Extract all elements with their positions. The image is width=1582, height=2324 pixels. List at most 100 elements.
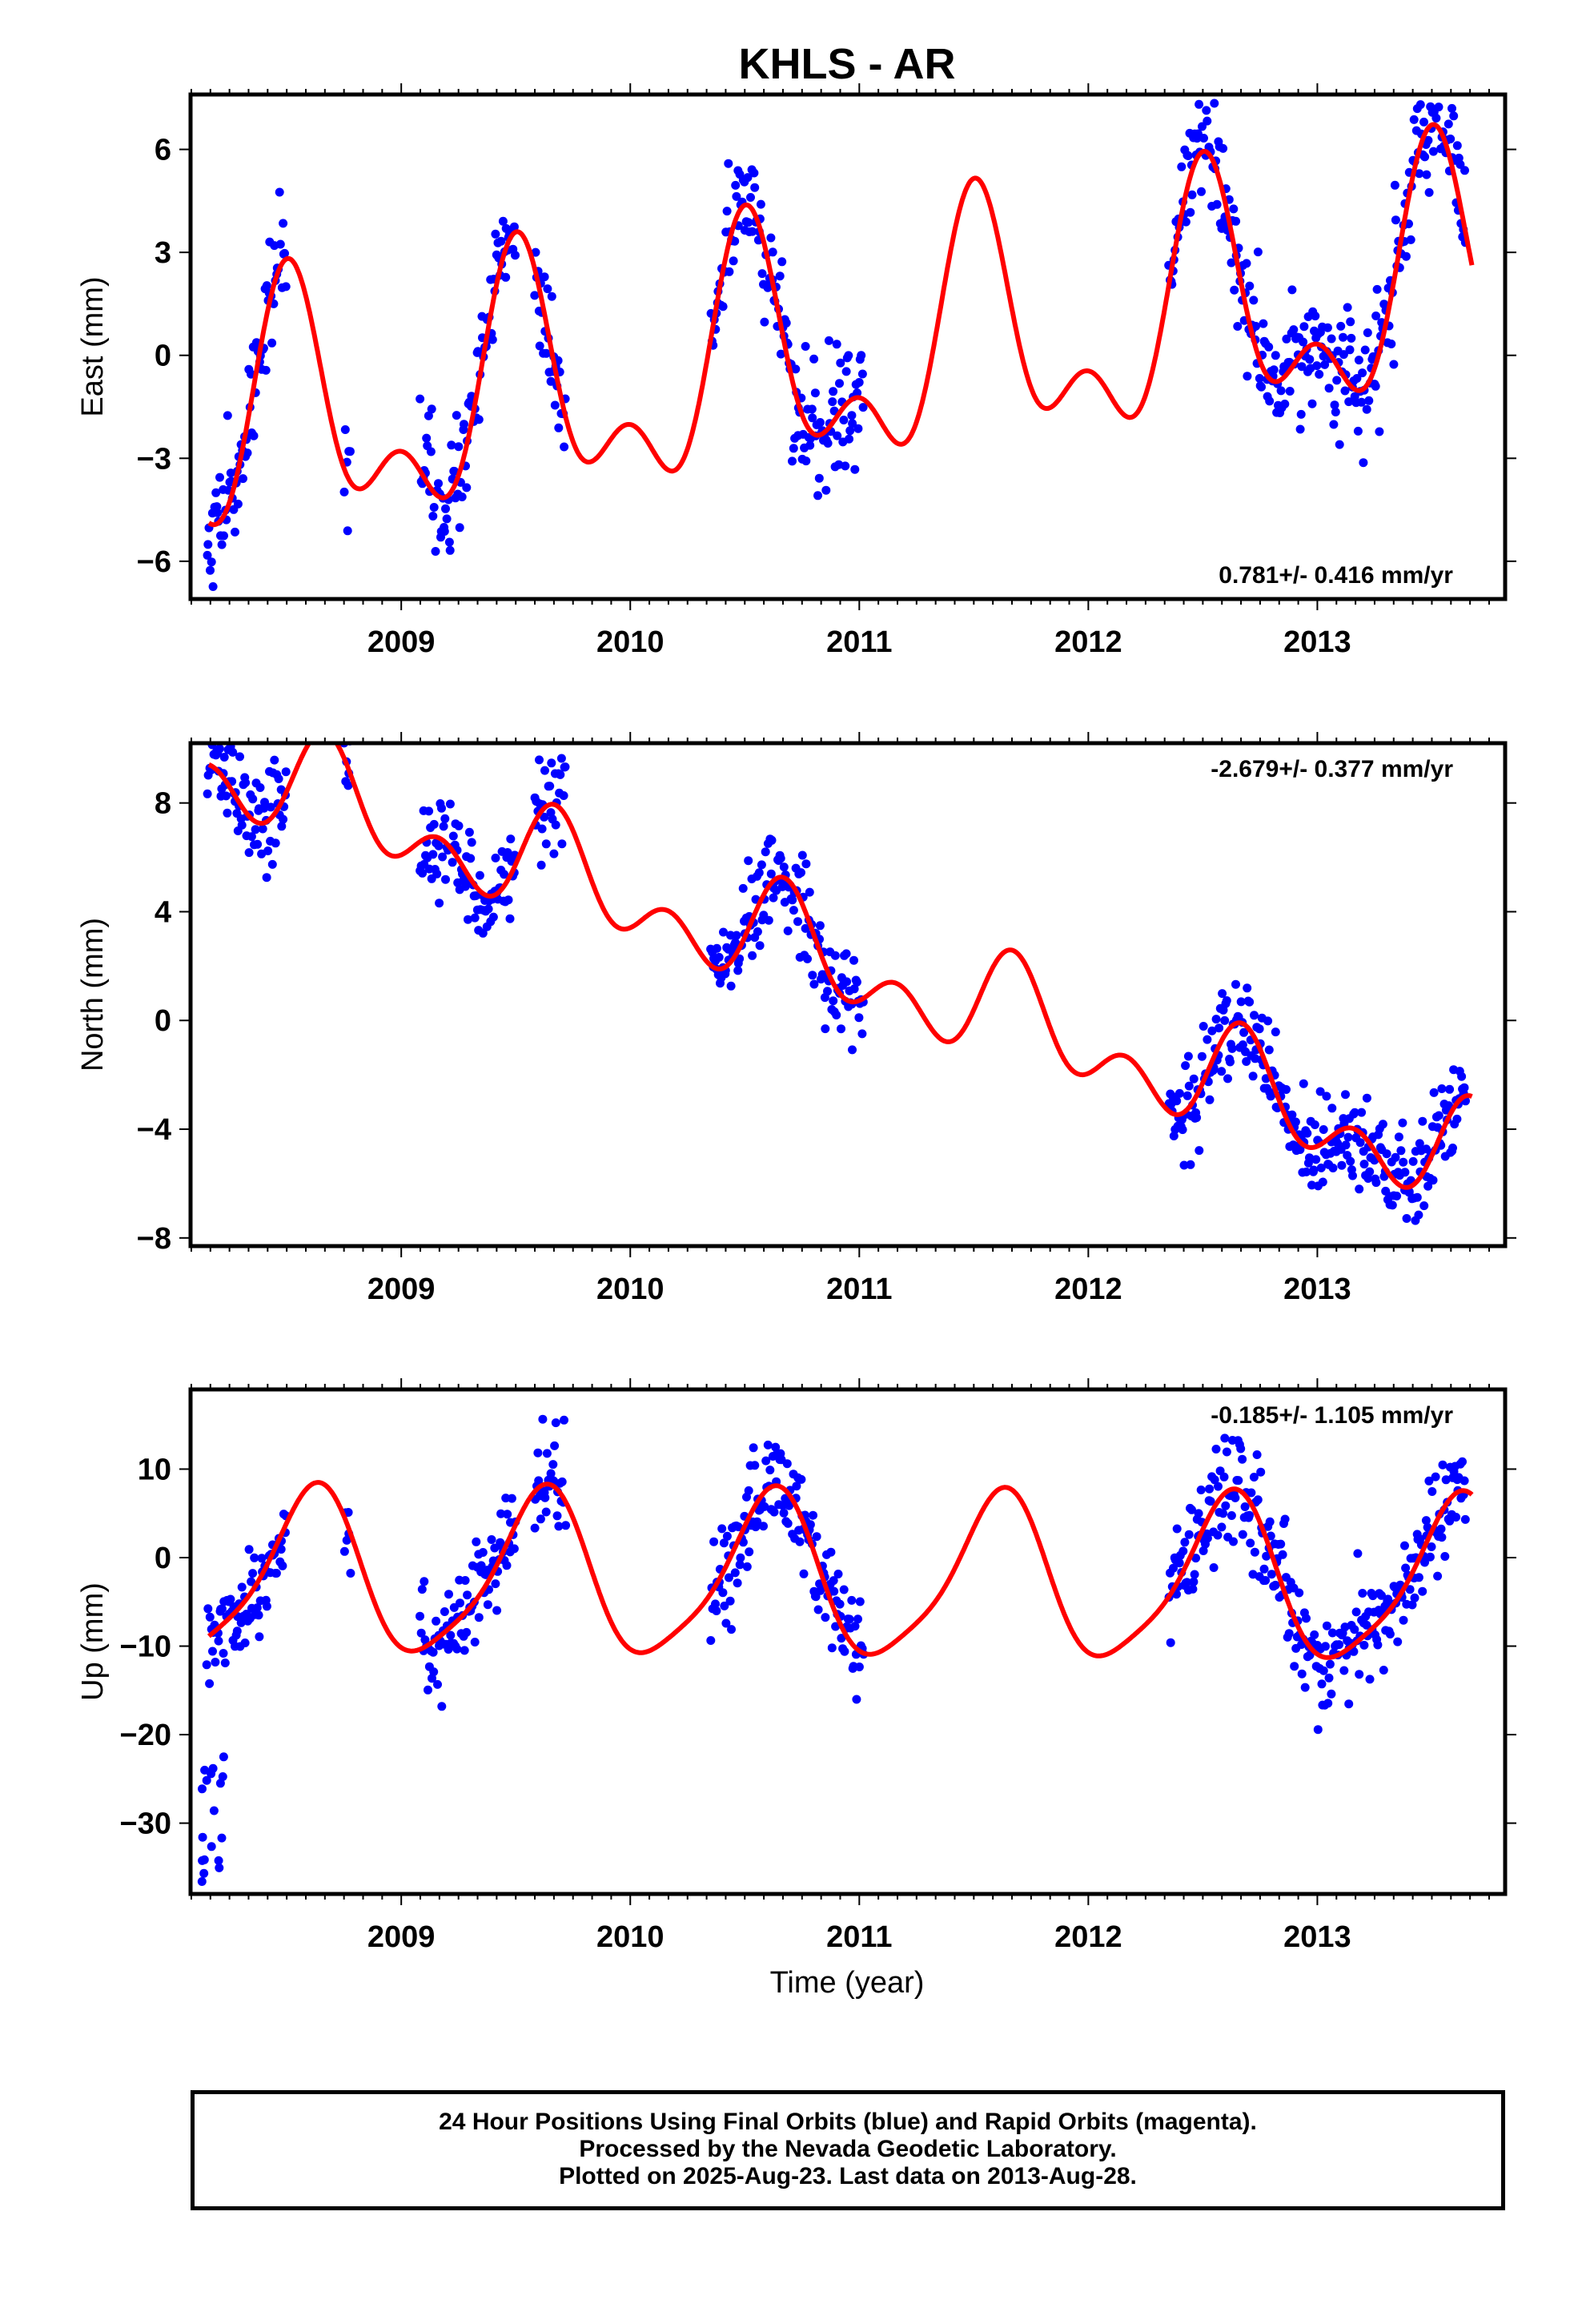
data-point [1343,303,1352,312]
x-tick-label: 2009 [367,1273,436,1306]
data-point [1319,1666,1328,1675]
data-point [503,848,512,857]
data-point [1440,1552,1450,1561]
footer-box: 24 Hour Positions Using Final Orbits (bl… [191,2090,1505,2210]
data-point [1243,983,1252,993]
data-point [427,404,436,414]
data-point [761,847,770,857]
data-point [248,794,258,804]
data-point [1427,1542,1436,1551]
data-point [744,218,753,227]
data-point [483,1600,492,1610]
data-point [1297,362,1307,372]
x-tick-label: 2013 [1283,1273,1351,1306]
data-point [267,338,277,348]
data-point [511,251,520,260]
data-point [1178,1546,1188,1556]
data-point [1354,356,1363,365]
data-point [735,1560,745,1570]
y-tick-label: 0 [155,340,171,373]
data-point [756,199,765,209]
data-point [811,1592,821,1602]
data-point-outlier [207,1769,216,1779]
data-point [809,1510,817,1520]
data-point [1452,1114,1462,1124]
data-point [1236,997,1246,1007]
data-point [447,440,456,450]
data-point [1187,1505,1196,1514]
data-point [456,1598,464,1608]
data-point-outlier [215,1863,224,1872]
data-point [1203,1534,1212,1543]
data-point [720,1601,729,1610]
data-point [839,1585,849,1594]
data-point [722,207,732,216]
data-point [839,416,849,424]
data-point [1359,458,1368,468]
data-point [1346,317,1355,327]
data-point [783,926,793,935]
data-point [339,1546,349,1556]
data-point [462,1627,472,1637]
data-point [709,1537,719,1546]
data-point [439,822,448,831]
data-point [837,1634,846,1643]
data-point [1415,100,1425,110]
data-point [1434,103,1443,112]
data-point [1296,409,1306,419]
data-point [845,426,855,436]
data-point [1339,1666,1349,1675]
data-point [814,473,824,483]
data-point [538,1414,548,1424]
data-point [827,1643,837,1653]
data-point [1264,342,1274,352]
data-point [733,966,743,975]
data-point [1387,340,1396,348]
data-point [1393,1637,1403,1647]
rate-annotation-up: -0.185+/- 1.105 mm/yr [1211,1402,1453,1429]
data-point [732,931,741,940]
data-point [429,503,439,512]
data-point [768,247,777,257]
data-point [788,456,797,466]
data-point [460,1576,470,1585]
data-point [1355,1184,1364,1194]
data-point [279,219,288,228]
data-point-outlier [198,1832,207,1842]
footer-line-1: 24 Hour Positions Using Final Orbits (bl… [439,2109,1257,2135]
panel-north: 2009 2010 2011 2012 2013 −8 −4 0 4 8 North (mm) -2.… [76,732,1516,1306]
data-point [424,806,434,816]
data-point [1276,386,1286,396]
data-point [435,899,444,908]
data-point [1219,143,1228,153]
data-point [446,1630,456,1640]
data-point [509,222,519,231]
data-point [830,951,840,960]
data-point [533,1448,543,1458]
data-point [1433,1571,1443,1581]
data-point [711,1599,720,1609]
data-point-outlier [198,1784,207,1794]
data-point [753,927,762,936]
data-point [832,340,841,349]
data-point [556,754,566,763]
data-point [857,1029,867,1039]
data-point [261,365,271,375]
data-point [1174,1088,1184,1098]
y-tick-label: 3 [155,236,171,270]
data-point [718,302,728,312]
data-point [1295,424,1305,434]
data-point [799,1569,809,1578]
data-point [417,1585,427,1594]
data-point [535,755,544,765]
data-point [757,860,766,870]
x-tick-label: 2009 [367,625,436,659]
data-point [550,400,560,410]
data-point [1302,1167,1311,1176]
data-point [228,747,238,757]
data-point [432,1616,441,1626]
data-point [441,504,450,513]
data-point [1253,247,1263,257]
data-point [760,1502,769,1511]
data-point [233,499,243,509]
